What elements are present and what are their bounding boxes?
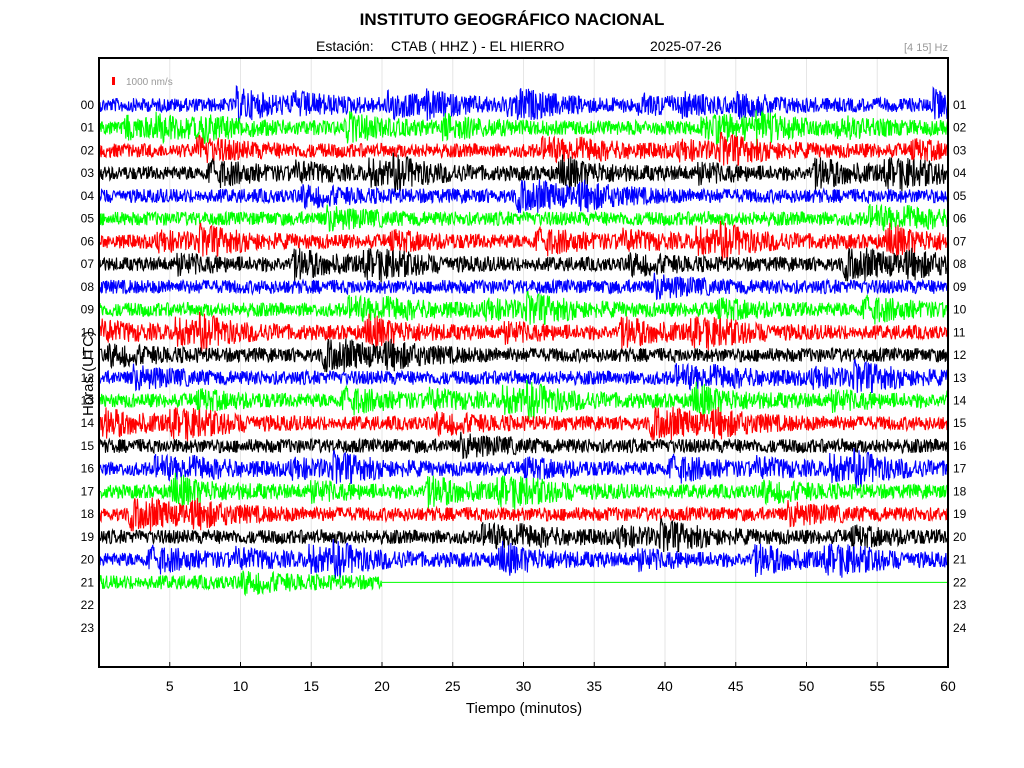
x-tick-label: 10	[233, 678, 249, 694]
trace-hour-12	[99, 359, 949, 393]
trace-hour-04	[99, 179, 949, 214]
trace-hour-06	[99, 220, 949, 261]
right-hour-label: 21	[953, 553, 967, 567]
right-hour-label: 23	[953, 598, 967, 612]
scale-label: 1000 nm/s	[126, 77, 173, 88]
x-tick-label: 25	[445, 678, 461, 694]
right-hour-label: 02	[953, 121, 967, 135]
scale-bar	[112, 77, 115, 85]
trace-hour-08	[99, 272, 949, 301]
right-hour-label: 12	[953, 348, 967, 362]
x-tick-label: 35	[586, 678, 602, 694]
x-tick-label: 15	[303, 678, 319, 694]
trace-hour-15	[99, 431, 948, 460]
trace-hour-18	[99, 497, 948, 532]
left-hour-label: 14	[81, 416, 95, 430]
left-hour-label: 22	[81, 598, 95, 612]
left-hour-label: 03	[81, 166, 95, 180]
right-hour-label: 09	[953, 280, 967, 294]
trace-hour-02	[99, 131, 949, 166]
trace-hour-14	[99, 406, 949, 442]
left-hour-label: 06	[81, 234, 95, 248]
left-hour-label: 16	[81, 462, 95, 476]
trace-hour-07	[99, 247, 949, 283]
y-axis-label: Horas (UTC)	[80, 331, 97, 416]
chart-title: INSTITUTO GEOGRÁFICO NACIONAL	[359, 10, 665, 29]
x-axis-label: Tiempo (minutos)	[465, 700, 583, 717]
right-hour-label: 18	[953, 484, 967, 498]
x-tick-label: 45	[728, 678, 744, 694]
trace-hour-00	[99, 85, 949, 123]
left-hour-label: 00	[81, 98, 95, 112]
trace-hour-01	[99, 109, 949, 146]
left-hour-label: 12	[81, 371, 95, 385]
right-hour-label: 08	[953, 257, 967, 271]
left-hour-label: 23	[81, 621, 95, 635]
left-hour-label: 04	[81, 189, 95, 203]
left-hour-label: 18	[81, 507, 95, 521]
right-hour-label: 13	[953, 371, 967, 385]
record-date: 2025-07-26	[650, 38, 722, 54]
left-hour-label: 09	[81, 303, 95, 317]
right-hour-label: 24	[953, 621, 967, 635]
right-hour-label: 03	[953, 143, 967, 157]
right-hour-label: 10	[953, 303, 967, 317]
right-hour-label: 16	[953, 439, 967, 453]
right-hour-label: 19	[953, 507, 967, 521]
trace-hour-16	[99, 448, 948, 488]
trace-hour-21	[99, 570, 383, 597]
right-hour-label: 07	[953, 234, 967, 248]
left-hour-label: 15	[81, 439, 95, 453]
left-hour-label: 17	[81, 484, 95, 498]
left-hour-label: 02	[81, 143, 95, 157]
trace-hour-10	[99, 311, 949, 352]
right-hour-label: 17	[953, 462, 967, 476]
left-hour-label: 10	[81, 325, 95, 339]
trace-hour-13	[99, 379, 949, 420]
x-tick-label: 30	[516, 678, 532, 694]
left-hour-label: 11	[82, 348, 95, 362]
x-tick-label: 20	[374, 678, 390, 694]
x-tick-label: 55	[869, 678, 885, 694]
left-hour-label: 20	[81, 553, 95, 567]
right-hour-label: 04	[953, 166, 967, 180]
x-tick-label: 50	[799, 678, 815, 694]
right-hour-label: 05	[953, 189, 967, 203]
left-hour-label: 05	[81, 212, 95, 226]
x-tick-label: 40	[657, 678, 673, 694]
right-hour-label: 22	[953, 575, 967, 589]
right-hour-label: 14	[953, 393, 967, 407]
trace-hour-03	[99, 152, 949, 193]
right-hour-label: 11	[953, 325, 966, 339]
trace-hour-19	[99, 518, 949, 553]
right-hour-label: 15	[953, 416, 967, 430]
trace-hour-09	[99, 291, 949, 325]
trace-hour-11	[100, 338, 948, 373]
left-hour-label: 01	[81, 121, 95, 135]
x-tick-label: 5	[166, 678, 174, 694]
station-name: CTAB ( HHZ ) - EL HIERRO	[391, 38, 565, 54]
trace-hour-20	[99, 539, 949, 579]
right-hour-label: 20	[953, 530, 967, 544]
left-hour-label: 21	[81, 575, 95, 589]
filter-band: [4 15] Hz	[903, 42, 948, 54]
left-hour-label: 19	[81, 530, 95, 544]
left-hour-label: 13	[81, 393, 95, 407]
station-label: Estación:	[316, 38, 374, 54]
left-hour-label: 08	[81, 280, 95, 294]
right-hour-label: 06	[953, 212, 967, 226]
right-hour-label: 01	[953, 98, 967, 112]
trace-hour-17	[99, 472, 948, 510]
trace-hour-05	[99, 203, 948, 233]
x-tick-label: 60	[940, 678, 956, 694]
left-hour-label: 07	[81, 257, 95, 271]
